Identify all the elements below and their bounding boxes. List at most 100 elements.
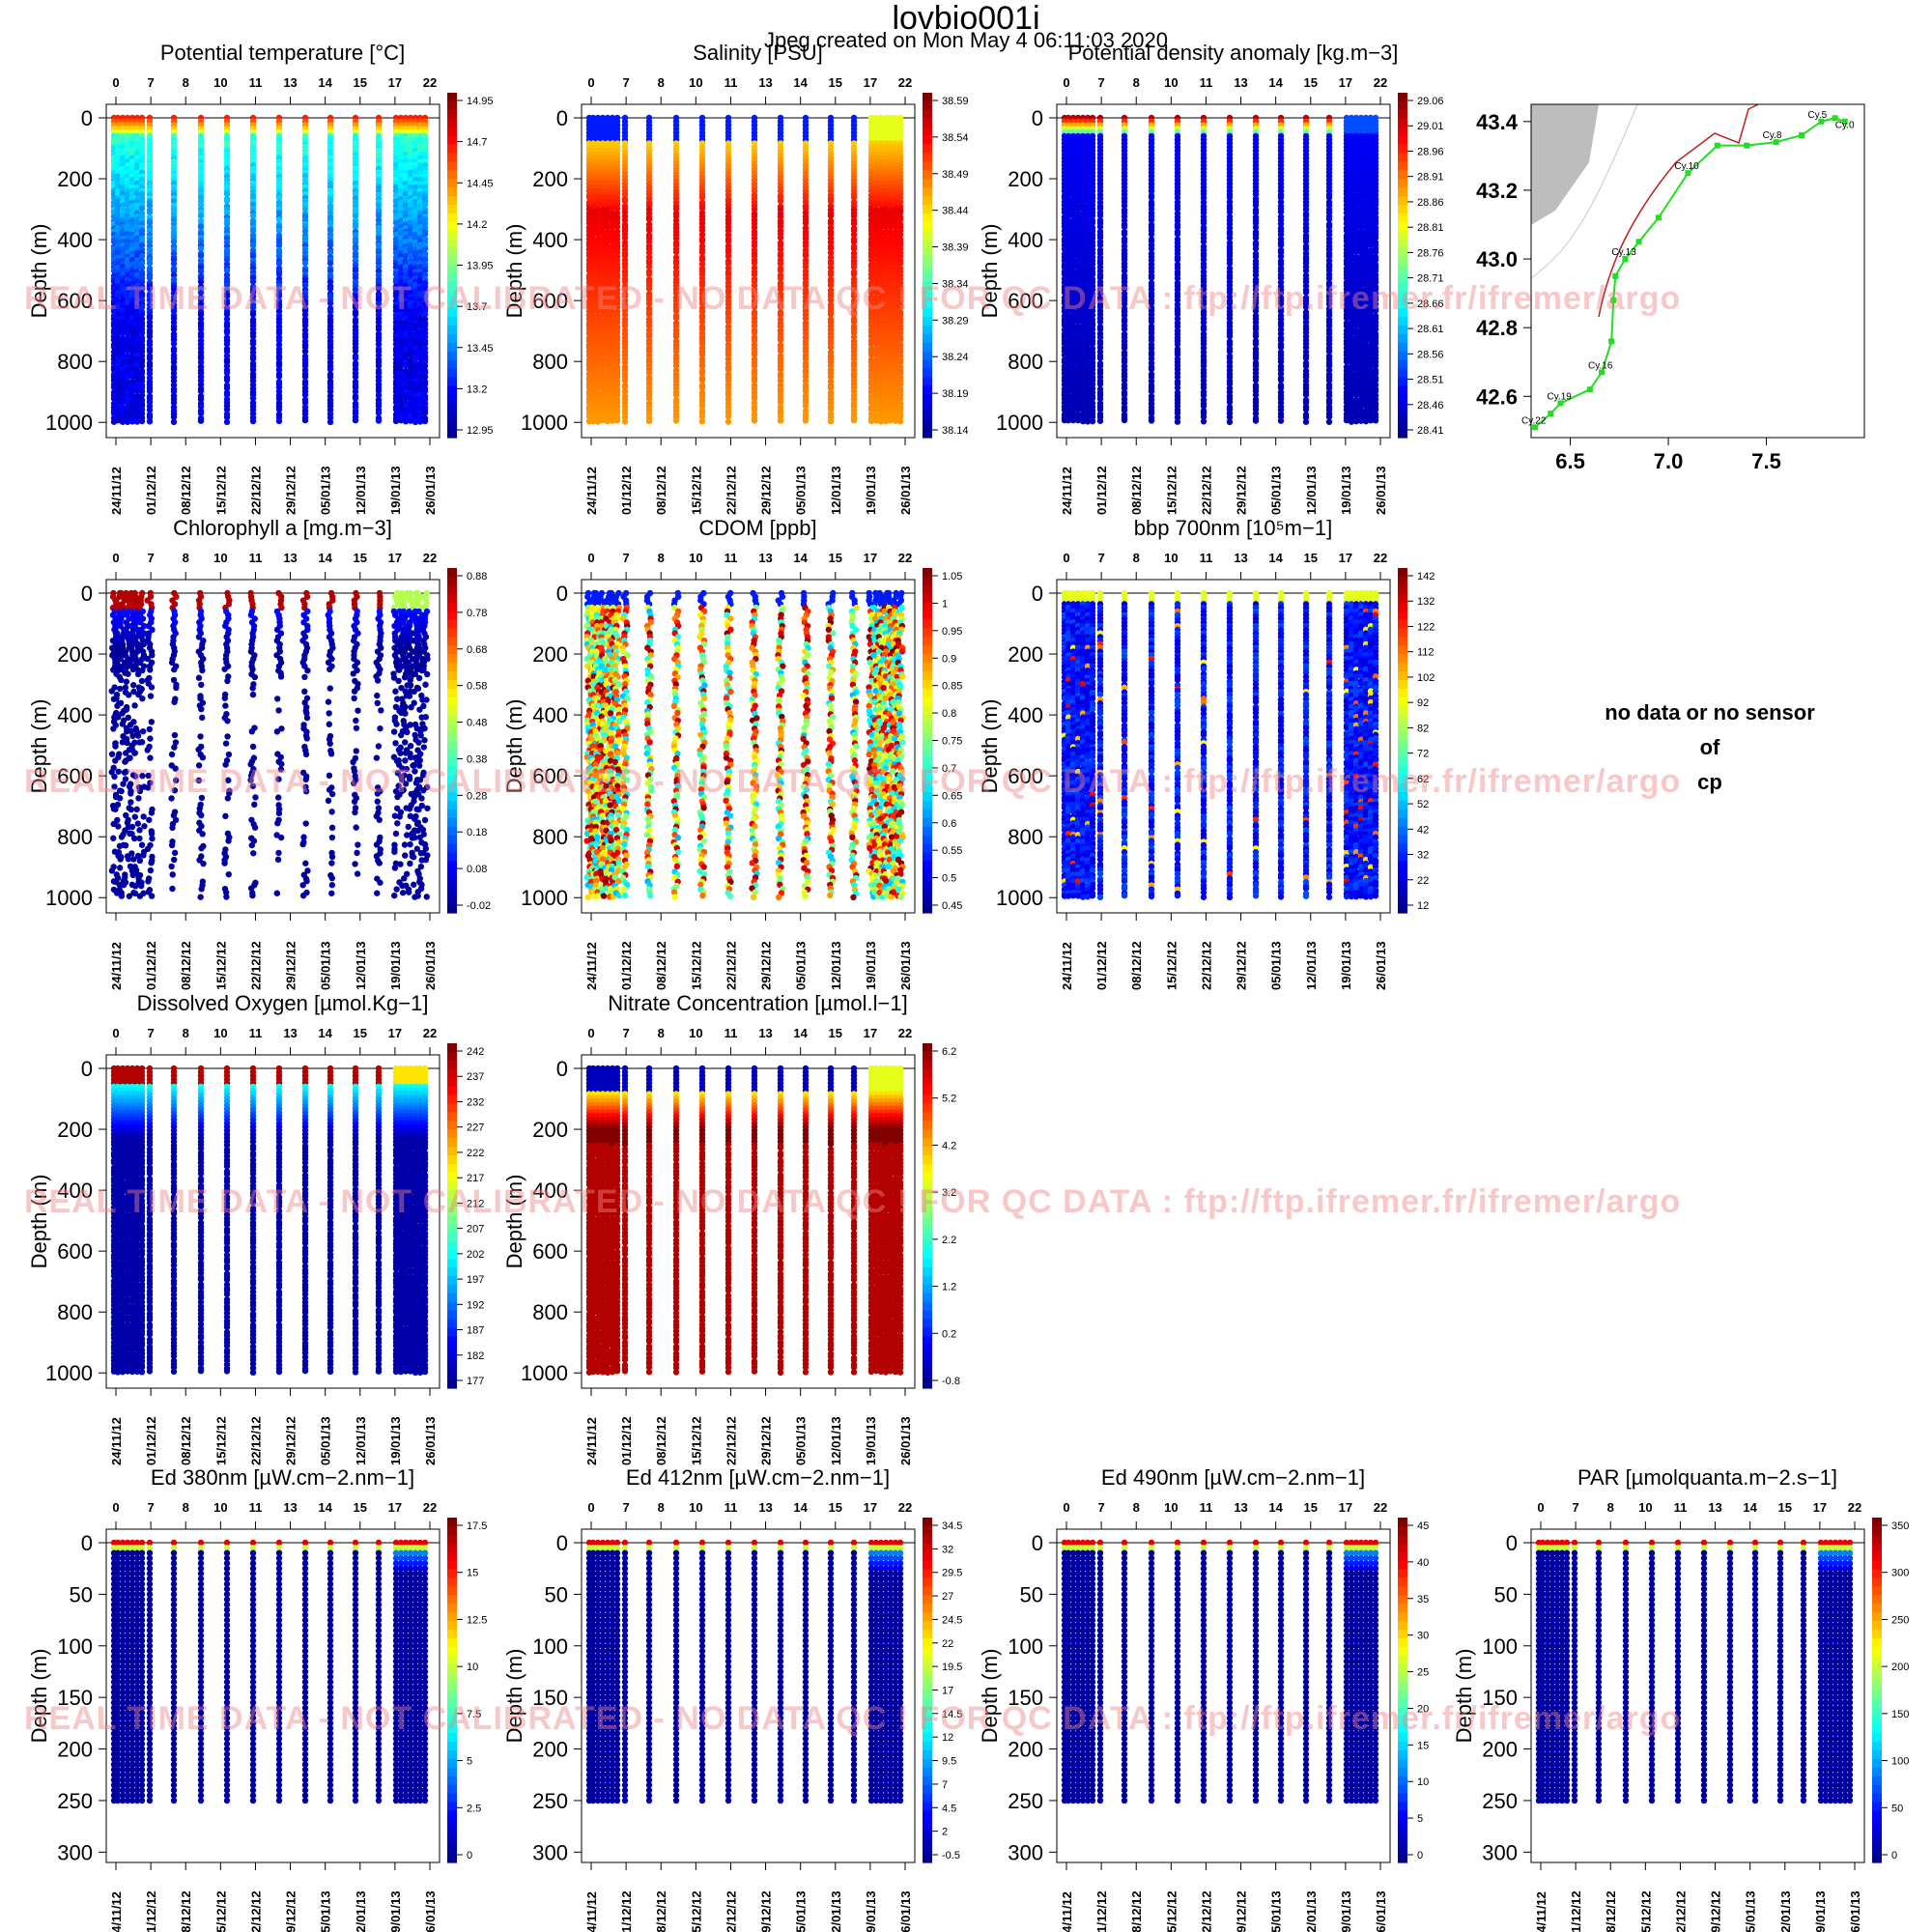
colorbar-segment [447,196,457,206]
profile-point [276,418,282,424]
plots-canvas: Potential temperature [°C]02004006008001… [0,0,1932,1932]
ytick-label: 800 [1008,350,1043,374]
profile-point [699,418,705,424]
date-tick-label: 19/01/13 [864,466,878,515]
colorbar-segment [447,187,457,197]
profile-point [614,417,620,423]
colorbar-segment [923,196,932,206]
profile-point [276,374,282,380]
profile-point [327,419,333,425]
colorbar-segment [923,326,932,335]
profile-point [198,418,204,424]
cycle-tick-label: 17 [864,75,877,90]
cycle-tick-label: 13 [1234,75,1247,90]
date-tick-label: 05/01/13 [319,466,333,515]
colorbar-segment [923,231,932,241]
colorbar-tick-label: 38.34 [942,278,969,290]
colorbar-segment [447,326,457,335]
ylabel: Depth (m) [978,224,1002,319]
colorbar-segment [447,429,457,439]
date-tick-label: 24/11/12 [1060,467,1074,515]
colorbar-tick-label: 38.49 [942,169,969,181]
date-tick-label: 26/01/13 [423,466,438,515]
ytick-label: 0 [1032,106,1043,130]
colorbar-tick-label: 38.24 [942,352,969,363]
colorbar-segment [447,352,457,361]
profile-point [778,417,783,423]
colorbar-segment [447,317,457,327]
colorbar-segment [923,110,932,120]
profile-point [250,418,256,424]
colorbar-segment [447,378,457,387]
colorbar-segment [447,420,457,430]
colorbar-segment [923,317,932,327]
cycle-tick-label: 14 [318,75,332,90]
colorbar-segment [447,213,457,223]
profile-point [646,418,652,424]
colorbar-segment [447,179,457,188]
colorbar-segment [447,110,457,120]
cycle-tick-label: 11 [249,75,263,90]
cycle-tick-label: 14 [1268,75,1283,90]
cycle-tick-label: 10 [213,75,227,90]
chart-title: Potential density anomaly [kg.m−3] [1068,41,1399,65]
colorbar-tick-label: 13.45 [467,343,494,355]
profile-point [302,417,308,423]
colorbar-segment [447,343,457,353]
colorbar-segment [923,282,932,292]
cycle-tick-label: 22 [898,75,912,90]
cycle-tick-label: 8 [1133,75,1140,90]
colorbar-tick-label: 38.59 [942,96,969,107]
colorbar-tick-label: 38.14 [942,425,969,437]
date-tick-label: 01/12/12 [1094,466,1109,515]
colorbar-segment [923,248,932,258]
profile-point [622,418,628,424]
colorbar-segment [923,240,932,249]
profile-point [422,410,428,415]
colorbar-segment [447,222,457,232]
chart-frame [582,104,915,438]
profile-point [147,286,153,292]
ytick-label: 600 [532,289,568,313]
chart-temp: Potential temperature [°C]02004006008001… [27,41,494,515]
date-tick-label: 05/01/13 [794,466,809,515]
colorbar-tick-label: 14.2 [467,219,487,231]
profile-point [851,417,857,423]
date-tick-label: 26/01/13 [1374,466,1388,515]
colorbar-segment [923,360,932,370]
cycle-tick-label: 17 [388,75,402,90]
date-tick-label: 24/11/12 [109,467,124,515]
date-tick-label: 24/11/12 [584,467,599,515]
profile-point [778,337,783,343]
cycle-tick-label: 10 [1164,75,1178,90]
cycle-tick-label: 22 [1374,75,1387,90]
colorbar-segment [447,394,457,404]
date-tick-label: 26/01/13 [898,466,913,515]
cycle-tick-label: 13 [758,75,772,90]
colorbar-segment [923,299,932,309]
chart-title: Salinity [PSU] [693,41,823,65]
colorbar-segment [923,179,932,188]
colorbar-segment [447,360,457,370]
colorbar-segment [923,412,932,421]
ytick-label: 600 [57,289,93,313]
ytick-label: 1000 [45,411,93,435]
colorbar-tick-label: 14.45 [467,178,494,189]
colorbar-segment [923,308,932,318]
colorbar-segment [923,378,932,387]
date-tick-label: 01/12/12 [619,466,634,515]
profile-point [250,311,256,317]
cycle-tick-label: 17 [1339,75,1352,90]
date-tick-label: 22/12/12 [248,466,263,515]
cycle-tick-label: 8 [658,75,665,90]
colorbar-segment [447,266,457,275]
colorbar-segment [923,403,932,412]
colorbar-segment [923,420,932,430]
colorbar-segment [447,291,457,300]
colorbar-segment [447,153,457,162]
profile-point [673,249,679,255]
colorbar-segment [923,153,932,162]
cycle-tick-label: 8 [183,75,189,90]
colorbar-segment [923,343,932,353]
profile-point [897,418,903,424]
